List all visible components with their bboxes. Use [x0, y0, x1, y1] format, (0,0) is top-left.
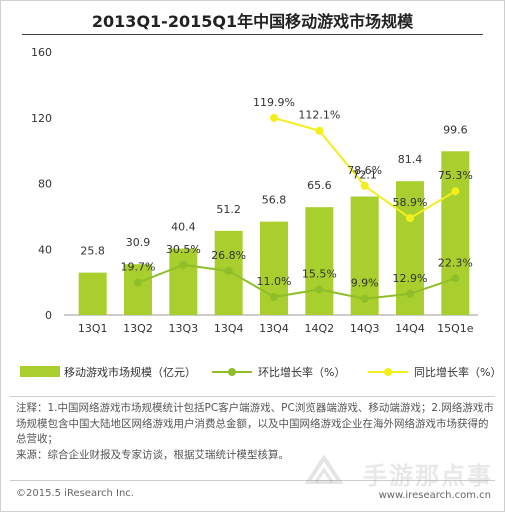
y-tick-label: 0: [45, 309, 52, 322]
yoy-growth-label: 58.9%: [393, 196, 428, 209]
mom-growth-point: [179, 260, 188, 269]
chart-canvas: 0 40 80 120 160 13Q1 13Q2 13Q3 13Q4 13Q4 14Q2 14Q3 1…: [20, 46, 501, 379]
chart-notes: 注释：1.中国网络游戏市场规模统计包括PC客户端游戏、PC浏览器端游戏、移动端游…: [16, 401, 494, 463]
x-tick-label: 13Q3: [169, 322, 199, 335]
bar-value-label: 99.6: [443, 123, 468, 136]
mom-growth-point: [406, 289, 414, 298]
copyright-text: ©2015.5 iResearch Inc.: [16, 488, 134, 499]
x-tick-label: 13Q1: [78, 322, 108, 335]
footer-divider: [10, 480, 495, 481]
legend-swatch-market-size: [20, 366, 60, 377]
legend-marker-yoy: [384, 368, 392, 376]
bar-value-label: 72.1: [352, 168, 377, 181]
y-tick-label: 160: [31, 46, 52, 59]
site-url: www.iresearch.com.cn: [378, 490, 491, 501]
note-remark: 注释：1.中国网络游戏市场规模统计包括PC客户端游戏、PC浏览器端游戏、移动端游…: [16, 402, 494, 445]
y-tick-label: 40: [38, 243, 52, 256]
x-tick-label: 14Q2: [305, 322, 335, 335]
bar-value-label: 40.4: [171, 221, 196, 234]
mom-growth-label: 19.7%: [121, 261, 156, 274]
legend-marker-mom: [228, 368, 236, 376]
yoy-growth-label: 119.9%: [253, 96, 295, 109]
title-divider: [22, 34, 483, 35]
chart-title: 2013Q1-2015Q1年中国移动游戏市场规模: [91, 12, 414, 31]
mom-growth-label: 11.0%: [257, 275, 292, 288]
mom-growth-label: 30.5%: [166, 243, 201, 256]
mom-growth-label: 26.8%: [211, 249, 246, 262]
legend: 移动游戏市场规模（亿元） 环比增长率（%） 同比增长率（%）: [20, 365, 501, 379]
yoy-growth-label: 78.6%: [347, 164, 382, 177]
bar: [305, 207, 334, 315]
yoy-growth-label: 75.3%: [438, 169, 473, 182]
bar-value-label: 51.2: [216, 203, 241, 216]
bar: [441, 151, 470, 315]
note-source: 来源：综合企业财报及专家访谈，根据艾瑞统计模型核算。: [16, 448, 289, 461]
yoy-growth-point: [315, 126, 324, 135]
x-tick-label: 14Q4: [395, 322, 425, 335]
bar-value-label: 25.8: [80, 245, 105, 258]
mom-growth-point: [224, 266, 233, 275]
watermark-text: 手游那点事: [363, 462, 493, 490]
bar: [260, 221, 288, 315]
y-tick-label: 120: [31, 112, 52, 125]
watermark-logo-icon: [304, 454, 344, 484]
mom-growth-point: [315, 285, 324, 294]
mom-growth-point: [360, 294, 369, 303]
x-tick-label: 13Q2: [123, 322, 153, 335]
yoy-growth-point: [360, 181, 369, 190]
bar-value-label: 56.8: [262, 194, 287, 207]
yoy-growth-label: 112.1%: [298, 109, 340, 122]
x-tick-label: 14Q3: [350, 322, 380, 335]
notes-top-divider: [10, 396, 495, 397]
mom-growth-label: 15.5%: [302, 268, 337, 281]
yoy-growth-point: [451, 187, 460, 196]
mom-growth-point: [134, 278, 142, 287]
mom-growth-label: 22.3%: [438, 256, 473, 269]
bar-value-label: 81.4: [398, 153, 423, 166]
x-tick-label: 15Q1e: [437, 322, 474, 335]
x-tick-label: 13Q4: [259, 322, 289, 335]
bar-value-label: 30.9: [126, 236, 151, 249]
yoy-growth-point: [270, 113, 278, 122]
mom-growth-line: [137, 263, 456, 300]
mom-growth-point: [270, 292, 278, 301]
bar: [124, 264, 152, 315]
legend-label-mom: 环比增长率（%）: [258, 365, 345, 379]
bar: [169, 248, 198, 315]
bar: [78, 272, 107, 315]
y-tick-label: 80: [38, 178, 52, 191]
yoy-growth-point: [406, 214, 414, 223]
mom-growth-point: [451, 274, 460, 283]
data-labels: 25.8 30.9 40.4 51.2 56.8 65.6 72.1 81.4 99.6 19.7…: [80, 96, 472, 290]
legend-label-yoy: 同比增长率（%）: [414, 365, 501, 379]
legend-label-market-size: 移动游戏市场规模（亿元）: [64, 365, 196, 379]
y-axis: 0 40 80 120 160 13Q1 13Q2 13Q3 13Q4 13Q4 14Q2 14Q3 1…: [31, 46, 478, 335]
mom-growth-label: 12.9%: [393, 272, 428, 285]
bar-value-label: 65.6: [307, 179, 332, 192]
mom-growth-label: 9.9%: [351, 277, 379, 290]
line-series: [134, 113, 460, 303]
x-tick-label: 13Q4: [214, 322, 244, 335]
